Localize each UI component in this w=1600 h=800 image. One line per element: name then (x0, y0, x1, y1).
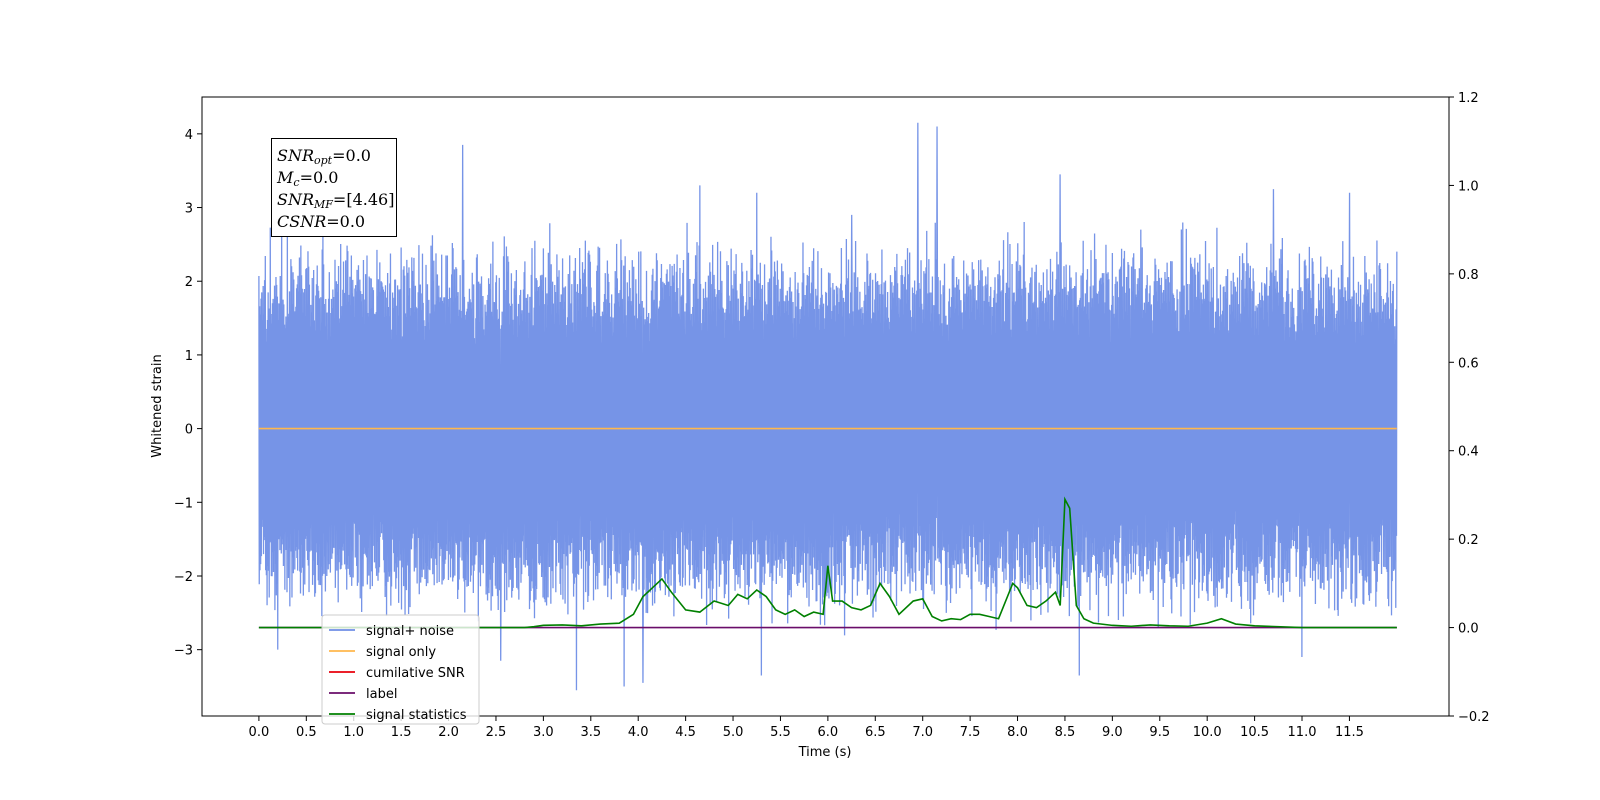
x-tick-label: 3.5 (580, 725, 601, 740)
y-tick-label: 2 (185, 275, 193, 290)
series-signal-noise-line (258, 122, 1398, 691)
x-tick-label: 9.5 (1149, 725, 1170, 740)
x-tick-label: 8.0 (1007, 725, 1028, 740)
legend-label-signal-statistics: signal statistics (366, 708, 467, 723)
legend: signal+ noise signal only cumilative SNR la… (321, 614, 480, 725)
series-signal-statistics-line (258, 496, 1397, 629)
x-tick-label: 0.0 (249, 725, 270, 740)
x-axis: 0.0 0.5 1.0 1.5 2.0 2.5 3.0 3.5 4.0 4.5 5.0 5.5 6.0 6… (249, 716, 1364, 740)
y-tick-label: −3 (174, 644, 193, 659)
y2-tick-label: 0.0 (1458, 622, 1479, 637)
y-axis-label: Whitened strain (150, 354, 165, 457)
y2-tick-label: 1.2 (1458, 91, 1479, 106)
x-tick-label: 8.5 (1055, 725, 1076, 740)
y2-tick-label: 0.8 (1458, 268, 1479, 283)
y-tick-label: 3 (185, 202, 193, 217)
annotation-mc: Mc=0.0 (277, 168, 339, 189)
x-tick-label: 3.0 (533, 725, 554, 740)
x-tick-label: 1.0 (343, 725, 364, 740)
x-tick-label: 4.5 (675, 725, 696, 740)
plot-frame (201, 96, 1450, 717)
y-tick-label: −2 (174, 570, 193, 585)
annotation-box: SNRopt=0.0 Mc=0.0 SNRMF=[4.46] CSNR=0.0 (271, 138, 397, 237)
y-tick-label: 1 (185, 349, 193, 364)
x-tick-label: 6.0 (818, 725, 839, 740)
x-tick-label: 10.5 (1240, 725, 1269, 740)
x-tick-label: 6.5 (865, 725, 886, 740)
y-tick-label: 4 (185, 128, 193, 143)
x-tick-label: 7.0 (912, 725, 933, 740)
noise-series-layer (258, 122, 1398, 691)
x-tick-label: 2.5 (486, 725, 507, 740)
y-tick-label: −1 (174, 496, 193, 511)
y2-tick-label: 0.4 (1458, 445, 1479, 460)
x-tick-label: 11.5 (1335, 725, 1364, 740)
x-tick-label: 4.0 (628, 725, 649, 740)
y2-tick-label: −0.2 (1458, 710, 1490, 725)
y-axis-left: −3 −2 −1 0 1 2 3 4 (174, 128, 202, 659)
legend-label-signal-only: signal only (366, 645, 436, 660)
x-tick-label: 5.5 (770, 725, 791, 740)
x-tick-label: 11.0 (1288, 725, 1317, 740)
annotation-csnr: CSNR=0.0 (277, 212, 366, 231)
legend-label-label: label (366, 687, 397, 702)
x-tick-label: 9.0 (1102, 725, 1123, 740)
y-tick-label: 0 (185, 423, 193, 438)
x-tick-label: 5.0 (723, 725, 744, 740)
x-axis-label: Time (s) (798, 745, 852, 760)
x-tick-label: 10.0 (1193, 725, 1222, 740)
annotation-snr-opt: SNRopt=0.0 (277, 146, 371, 167)
legend-box (321, 614, 480, 725)
legend-label-cumilative-snr: cumilative SNR (366, 666, 465, 681)
y2-tick-label: 0.2 (1458, 533, 1479, 548)
legend-label-signal-noise: signal+ noise (366, 624, 454, 639)
y2-tick-label: 1.0 (1458, 179, 1479, 194)
y-axis-right: −0.2 0.0 0.2 0.4 0.6 0.8 1.0 1.2 (1449, 91, 1490, 725)
x-tick-label: 2.0 (438, 725, 459, 740)
x-tick-label: 7.5 (960, 725, 981, 740)
x-tick-label: 0.5 (296, 725, 317, 740)
annotation-snr-mf: SNRMF=[4.46] (277, 190, 395, 211)
x-tick-label: 1.5 (391, 725, 412, 740)
y2-tick-label: 0.6 (1458, 356, 1479, 371)
